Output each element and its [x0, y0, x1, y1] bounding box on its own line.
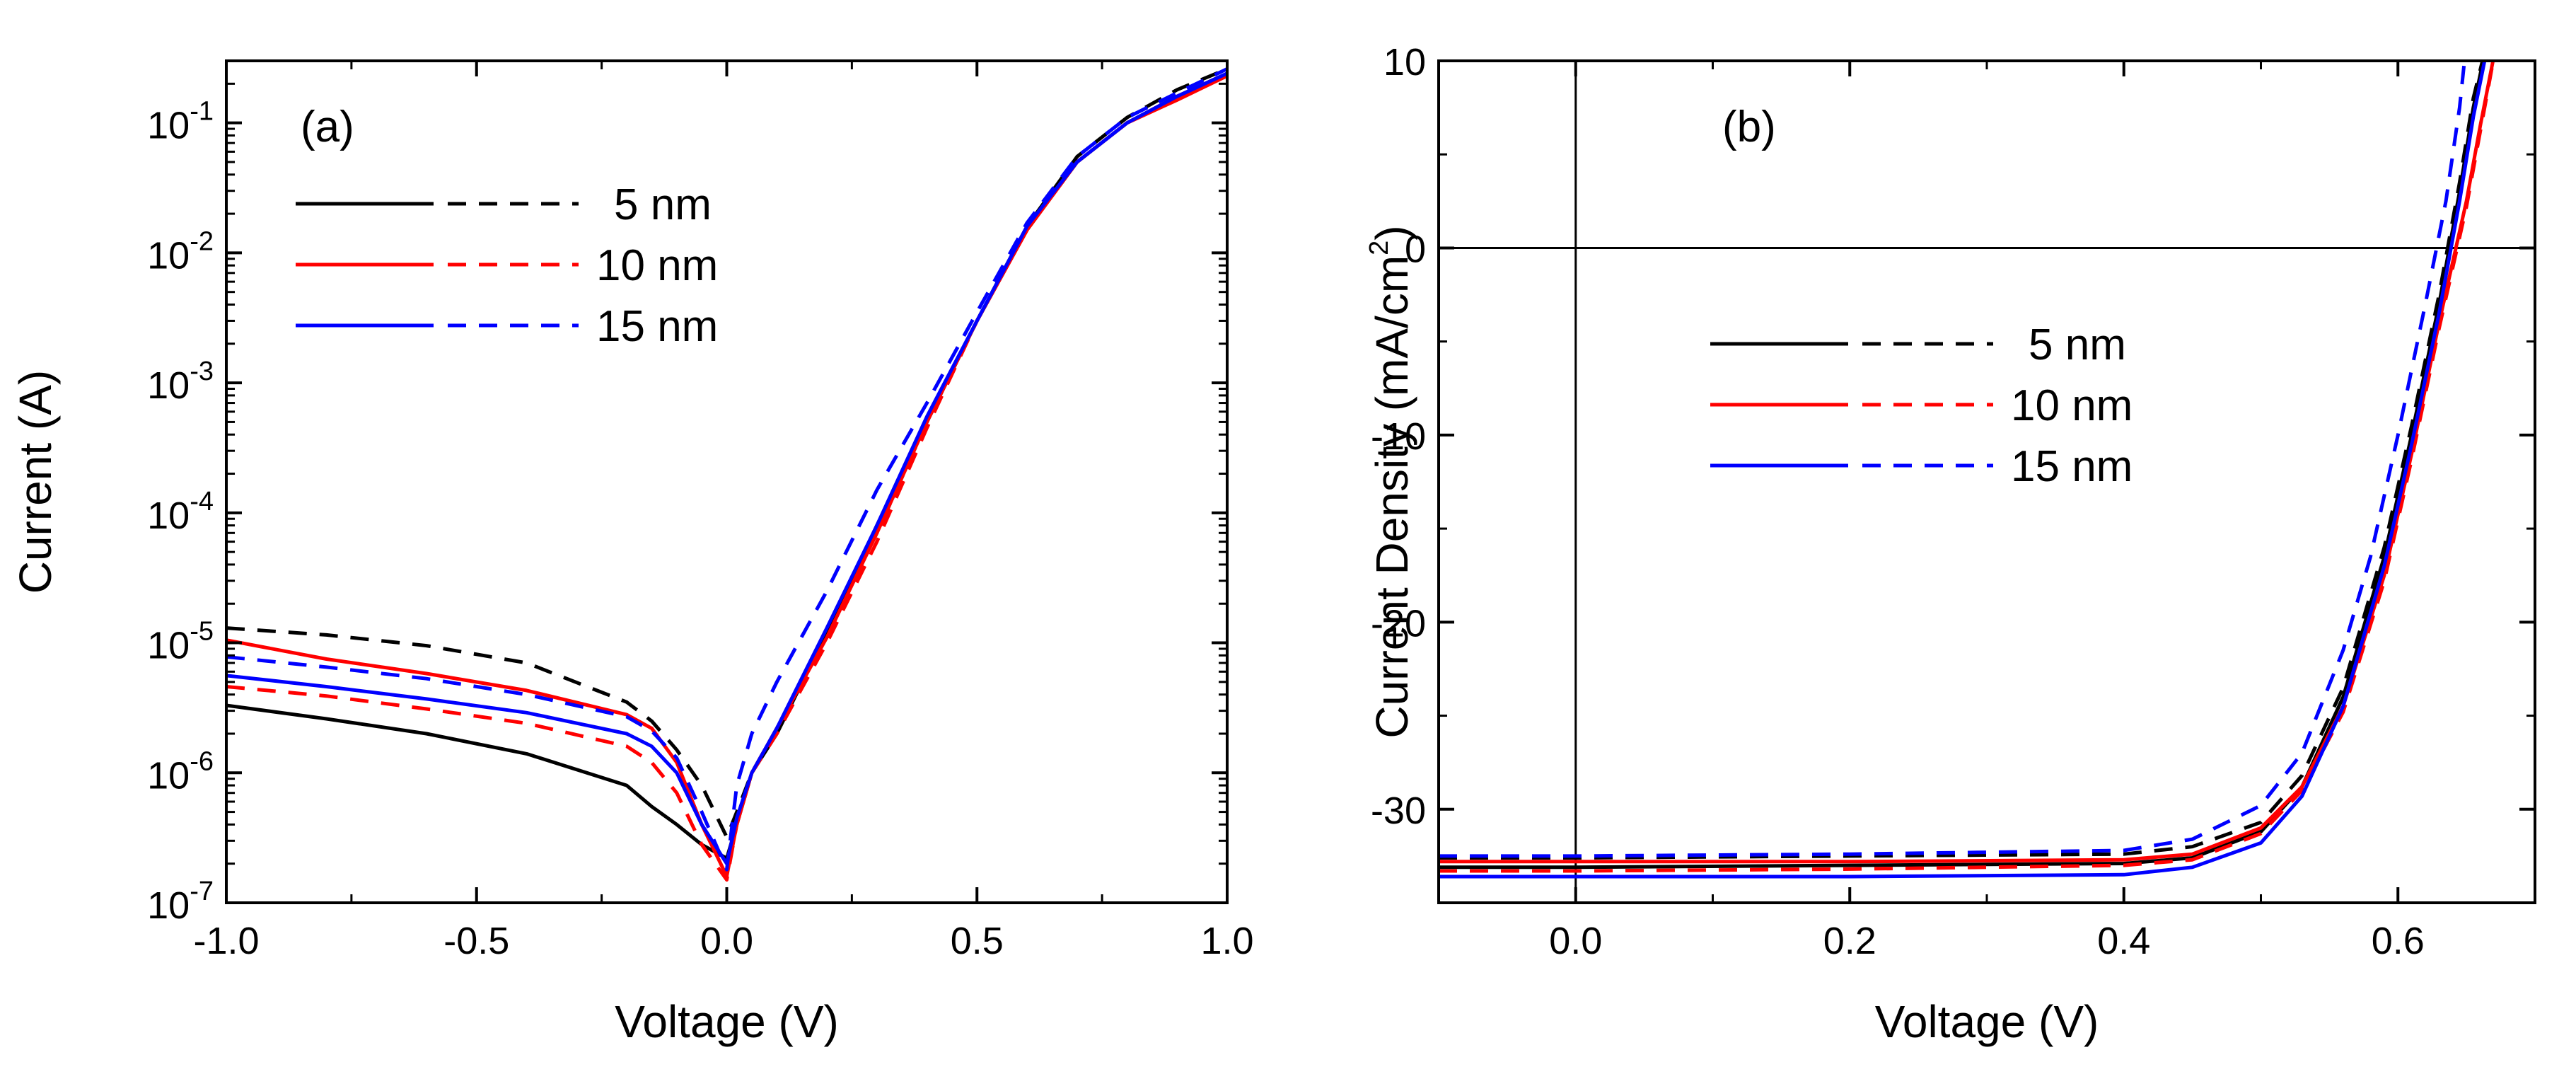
- series-line-3: [1439, 61, 2495, 873]
- y-tick-label: 10-2: [147, 226, 214, 277]
- legend: 5 nm 10 nm 15 nm: [296, 180, 718, 351]
- y-tick-label: 10-6: [147, 746, 214, 797]
- series-line-5: [1439, 61, 2466, 858]
- y-tick-base: 10: [147, 105, 190, 147]
- y-tick-label: 10-3: [147, 357, 214, 407]
- plot-frame: [1437, 59, 2536, 904]
- series-line-2: [226, 74, 1227, 878]
- y-tick-exponent: -1: [190, 97, 214, 127]
- y-tick-exponent: -4: [190, 487, 214, 516]
- y-tick-label: 10-4: [147, 487, 214, 537]
- y-tick-label: 10-7: [147, 877, 214, 927]
- x-tick-label: 0.6: [2372, 920, 2425, 962]
- series-line-1: [226, 67, 1227, 839]
- x-tick-label: 0.0: [700, 920, 753, 962]
- x-tick-label: -0.5: [443, 920, 509, 962]
- y-tick-label: 10-5: [147, 617, 214, 667]
- x-tick-label: 1.0: [1200, 920, 1253, 962]
- series-line-2: [1439, 61, 2495, 864]
- y-tick-exponent: -6: [190, 746, 214, 776]
- y-tick-exponent: -2: [190, 226, 214, 256]
- x-tick-label: 0.4: [2097, 920, 2150, 962]
- y-tick-base: 10: [147, 754, 190, 797]
- series-line-4: [1439, 61, 2487, 879]
- y-tick-label: -20: [1371, 602, 1426, 645]
- y-tick-label: -30: [1371, 790, 1426, 832]
- panel-label: (a): [301, 103, 354, 151]
- x-tick-label: 0.5: [951, 920, 1004, 962]
- x-tick-label: 0.0: [1549, 920, 1602, 962]
- y-tick-label: -10: [1371, 415, 1426, 458]
- legend-label: 5 nm: [614, 180, 712, 229]
- x-axis-title: Voltage (V): [1875, 996, 2099, 1047]
- legend-label: 15 nm: [596, 302, 718, 351]
- y-tick-exponent: -3: [190, 357, 214, 386]
- chart-panel-a: -1.0 -0.5 0.0 0.5 1.010-710-610-510-410-310-…: [10, 59, 1254, 1047]
- y-axis-title: Current (A): [10, 370, 61, 594]
- y-tick-base: 10: [147, 625, 190, 667]
- series-group: [226, 67, 1227, 882]
- x-tick-label: 0.2: [1823, 920, 1876, 962]
- y-axis-title-end: ): [1367, 225, 1417, 240]
- y-tick-base: 10: [147, 234, 190, 277]
- series-line-0: [1439, 61, 2485, 870]
- series-line-1: [1439, 61, 2485, 860]
- y-tick-exponent: -7: [190, 877, 214, 906]
- y-tick-exponent: -5: [190, 617, 214, 647]
- y-tick-label: 0: [1405, 228, 1426, 270]
- x-tick-label: -1.0: [193, 920, 259, 962]
- y-tick-base: 10: [147, 364, 190, 407]
- legend-label: 10 nm: [596, 241, 718, 290]
- series-line-0: [226, 71, 1227, 860]
- chart-panel-b: 0.0 0.2 0.4 0.6 10 0 -10 -20 -30 Voltage (V) Curre…: [1364, 41, 2536, 1047]
- y-tick-base: 10: [147, 884, 190, 927]
- series-line-4: [226, 71, 1227, 866]
- y-tick-base: 10: [147, 495, 190, 537]
- y-axis-title-superscript: 2: [1364, 241, 1394, 255]
- series-group: [1439, 61, 2495, 879]
- y-axis-title-main: Current Density (mA/cm: [1367, 255, 1417, 739]
- series-line-5: [226, 67, 1227, 872]
- legend: 5 nm 10 nm 15 nm: [1710, 321, 2133, 491]
- panel-label: (b): [1722, 103, 1776, 151]
- y-tick-label: 10: [1383, 41, 1426, 83]
- series-line-3: [226, 71, 1227, 882]
- legend-label: 5 nm: [2029, 321, 2126, 369]
- legend-label: 15 nm: [2011, 442, 2133, 491]
- plot-frame: [225, 59, 1229, 904]
- y-axis-title: Current Density (mA/cm2): [1364, 225, 1417, 738]
- legend-label: 10 nm: [2011, 381, 2133, 430]
- x-axis-title: Voltage (V): [615, 996, 839, 1047]
- y-tick-label: 10-1: [147, 97, 214, 147]
